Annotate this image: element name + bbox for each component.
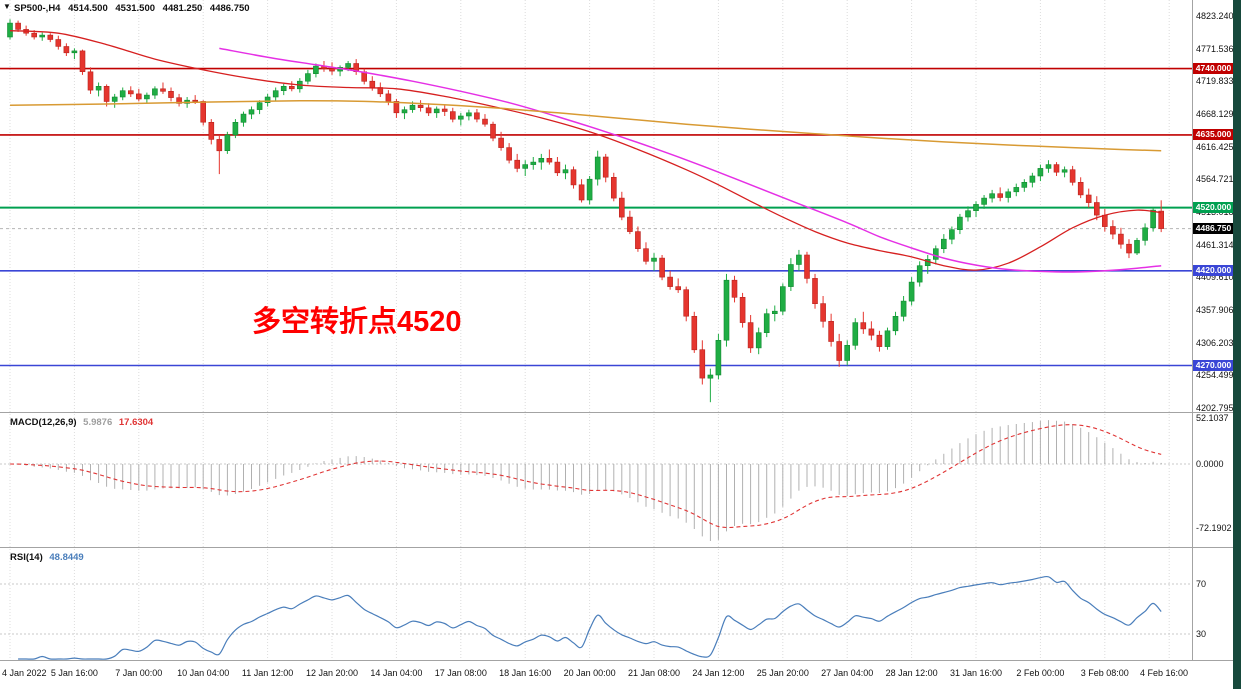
symbol-period-label: SP500-,H4 bbox=[14, 3, 61, 14]
chart-header: SP500-,H4 4514.500 4531.500 4481.250 448… bbox=[14, 3, 255, 14]
price-level-badge: 4420.000 bbox=[1193, 265, 1234, 277]
time-axis-label: 7 Jan 00:00 bbox=[115, 668, 163, 678]
ohlc-high: 4531.500 bbox=[115, 3, 156, 14]
ohlc-close: 4486.750 bbox=[209, 3, 250, 14]
macd-indicator-label: MACD(12,26,9) 5.9876 17.6304 bbox=[10, 417, 157, 428]
price-axis-label: 4823.240 bbox=[1196, 11, 1234, 21]
price-axis-label: 4564.721 bbox=[1196, 174, 1234, 185]
macd-value: 5.9876 bbox=[83, 417, 113, 428]
rsi-indicator-label: RSI(14) 48.8449 bbox=[10, 552, 88, 563]
macd-histogram bbox=[17, 420, 1162, 541]
candlestick-series bbox=[7, 19, 1164, 403]
time-axis-label: 11 Jan 12:00 bbox=[241, 668, 294, 678]
time-axis-label: 10 Jan 04:00 bbox=[177, 668, 230, 678]
rsi-name: RSI(14) bbox=[10, 552, 43, 563]
rsi-line bbox=[18, 575, 1162, 660]
macd-signal-line bbox=[10, 424, 1162, 529]
time-axis-label: 21 Jan 08:00 bbox=[627, 668, 681, 678]
time-axis-label: 27 Jan 04:00 bbox=[821, 668, 874, 678]
ohlc-open: 4514.500 bbox=[68, 3, 108, 14]
time-axis-label: 31 Jan 16:00 bbox=[949, 668, 1003, 678]
window-edge-strip bbox=[1233, 0, 1241, 689]
time-axis-label: 12 Jan 20:00 bbox=[305, 668, 359, 678]
price-axis-label: 4357.906 bbox=[1196, 305, 1234, 315]
price-axis-label: 4771.536 bbox=[1196, 43, 1234, 54]
time-axis-label: 2 Feb 00:00 bbox=[1016, 668, 1065, 678]
rsi-value: 48.8449 bbox=[49, 552, 84, 563]
macd-signal-value: 17.6304 bbox=[118, 417, 154, 428]
price-axis-label: 4668.129 bbox=[1196, 109, 1234, 119]
time-axis-label: 3 Feb 08:00 bbox=[1080, 668, 1129, 678]
time-axis-label: 4 Jan 2022 bbox=[2, 668, 47, 678]
ma-fast-red-line bbox=[9, 30, 1162, 271]
ma-slow-orange-line bbox=[10, 100, 1162, 152]
rsi-axis-label: 30 bbox=[1196, 629, 1207, 639]
price-level-badge: 4270.000 bbox=[1193, 360, 1234, 371]
time-axis-label: 14 Jan 04:00 bbox=[370, 668, 423, 678]
macd-name: MACD(12,26,9) bbox=[10, 417, 77, 428]
time-axis-label: 18 Jan 16:00 bbox=[499, 668, 552, 678]
price-axis-label: 4254.499 bbox=[1196, 370, 1234, 381]
ma-mid-magenta-line bbox=[219, 47, 1162, 273]
macd-axis-label: 52.1037 bbox=[1196, 413, 1229, 424]
time-axis-label: 17 Jan 08:00 bbox=[434, 668, 487, 678]
ohlc-low: 4481.250 bbox=[162, 3, 203, 14]
symbol-marker-icon: ▼ bbox=[3, 2, 11, 11]
price-axis-label: 4719.833 bbox=[1196, 76, 1234, 87]
price-axis-label: 4306.203 bbox=[1196, 337, 1234, 348]
time-axis-label: 5 Jan 16:00 bbox=[50, 668, 98, 678]
price-axis-label: 4202.795 bbox=[1196, 403, 1234, 413]
price-level-badge: 4520.000 bbox=[1193, 202, 1234, 214]
price-axis-label: 4461.314 bbox=[1196, 239, 1234, 250]
macd-axis-label: -72.1902 bbox=[1196, 522, 1232, 533]
price-level-badge: 4740.000 bbox=[1193, 63, 1234, 75]
grid bbox=[9, 0, 1170, 660]
time-axis-label: 4 Feb 16:00 bbox=[1139, 668, 1188, 678]
time-axis-label: 20 Jan 00:00 bbox=[563, 668, 616, 678]
price-axis-label: 4616.425 bbox=[1196, 141, 1234, 152]
price-axis-label: 4409.610 bbox=[1196, 272, 1234, 283]
time-axis-label: 28 Jan 12:00 bbox=[885, 668, 938, 678]
macd-axis-label: 0.0000 bbox=[1196, 459, 1224, 469]
rsi-axis-label: 70 bbox=[1196, 579, 1207, 589]
price-level-badge: 4635.000 bbox=[1193, 129, 1234, 141]
time-axis-label: 25 Jan 20:00 bbox=[756, 668, 809, 678]
current-price-badge: 4486.750 bbox=[1193, 223, 1234, 235]
time-axis-label: 24 Jan 12:00 bbox=[692, 668, 745, 678]
chart-annotation[interactable]: 多空转折点4520 bbox=[252, 306, 462, 338]
price-axis[interactable] bbox=[1192, 0, 1233, 660]
